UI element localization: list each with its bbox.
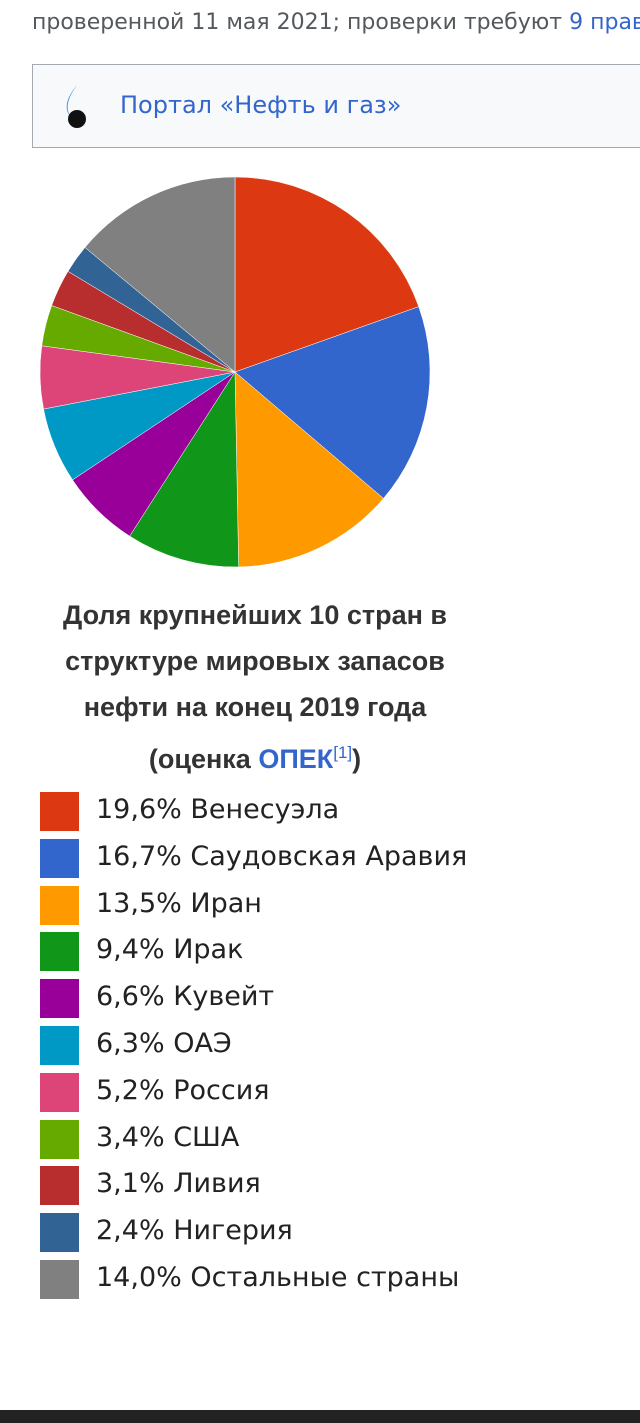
legend-swatch	[40, 932, 79, 972]
header: проверенной 11 мая 2021; проверки требую…	[32, 10, 640, 35]
category-label: США	[173, 1121, 240, 1153]
category-label: Саудовская Аравия	[190, 840, 468, 872]
legend-text: 14,0% Остальные страны	[96, 1262, 459, 1293]
legend-text: 5,2% Россия	[96, 1075, 269, 1106]
legend-swatch	[40, 1213, 79, 1253]
legend-text: 6,6% Кувейт	[96, 981, 274, 1012]
title-link[interactable]: ОПЕК	[258, 744, 334, 774]
reference[interactable]: [1]	[333, 743, 353, 762]
value-label: 14,0%	[96, 1262, 182, 1293]
value-label: 3,1%	[96, 1168, 165, 1200]
value-label: 13,5%	[96, 887, 182, 919]
category-label: Нигерия	[173, 1215, 293, 1247]
pie-slice	[234, 176, 420, 373]
legend-swatch	[40, 1026, 79, 1065]
portal-icon	[66, 85, 86, 128]
value-label: 6,6%	[96, 981, 165, 1013]
category-label: ОАЭ	[173, 1028, 232, 1059]
legend-text: 6,3% ОАЭ	[96, 1028, 232, 1059]
legend-swatch	[40, 838, 79, 878]
category-label: Иран	[190, 887, 262, 919]
value-label: 2,4%	[96, 1215, 165, 1247]
pie-chart	[39, 176, 431, 568]
pie-slice	[84, 176, 236, 373]
chart-title: Доля крупнейших 10 стран в структуре мир…	[40, 592, 470, 782]
legend-swatch	[40, 792, 79, 831]
title-text: Доля крупнейших 10 стран в структуре мир…	[63, 600, 447, 774]
legend-swatch	[40, 1119, 79, 1159]
legend-text: 2,4% Нигерия	[96, 1215, 293, 1246]
value-label: 19,6%	[96, 794, 182, 825]
category-label: Кувейт	[173, 981, 275, 1013]
category-label: Россия	[173, 1074, 270, 1106]
value-label: 16,7%	[96, 840, 182, 872]
legend-swatch	[40, 885, 79, 925]
nav-bar	[0, 1410, 640, 1423]
legend-text: 19,6% Венесуэла	[96, 794, 339, 825]
value-label: 5,2%	[96, 1074, 165, 1106]
category-label: Венесуэла	[190, 794, 340, 825]
value-label: 6,3%	[96, 1028, 165, 1059]
value-label: 9,4%	[96, 934, 165, 966]
portal-box: Портал «Нефть и газ»	[32, 64, 640, 148]
legend-text: 3,4% США	[96, 1122, 239, 1153]
legend-swatch	[40, 1166, 79, 1206]
category-label: Остальные страны	[190, 1262, 460, 1293]
header-text: проверенной 11 мая 2021; проверки требую…	[32, 10, 563, 35]
legend-text: 13,5% Иран	[96, 888, 262, 919]
legend-text: 9,4% Ирак	[96, 934, 243, 965]
legend-text: 3,1% Ливия	[96, 1168, 261, 1199]
legend-text: 16,7% Саудовская Аравия	[96, 841, 467, 872]
pie-slice	[234, 306, 431, 499]
pie-slice	[129, 371, 239, 568]
edits-link[interactable]: 9 прав	[569, 10, 640, 35]
legend-swatch	[40, 1072, 79, 1112]
title-suffix: )	[352, 744, 362, 774]
legend-swatch	[40, 1260, 79, 1299]
category-label: Ирак	[173, 934, 244, 966]
value-label: 3,4%	[96, 1121, 165, 1153]
pie-slice	[234, 371, 384, 568]
category-label: Ливия	[173, 1168, 261, 1200]
portal-link[interactable]: Портал «Нефть и газ»	[120, 91, 402, 119]
legend-swatch	[40, 979, 79, 1019]
